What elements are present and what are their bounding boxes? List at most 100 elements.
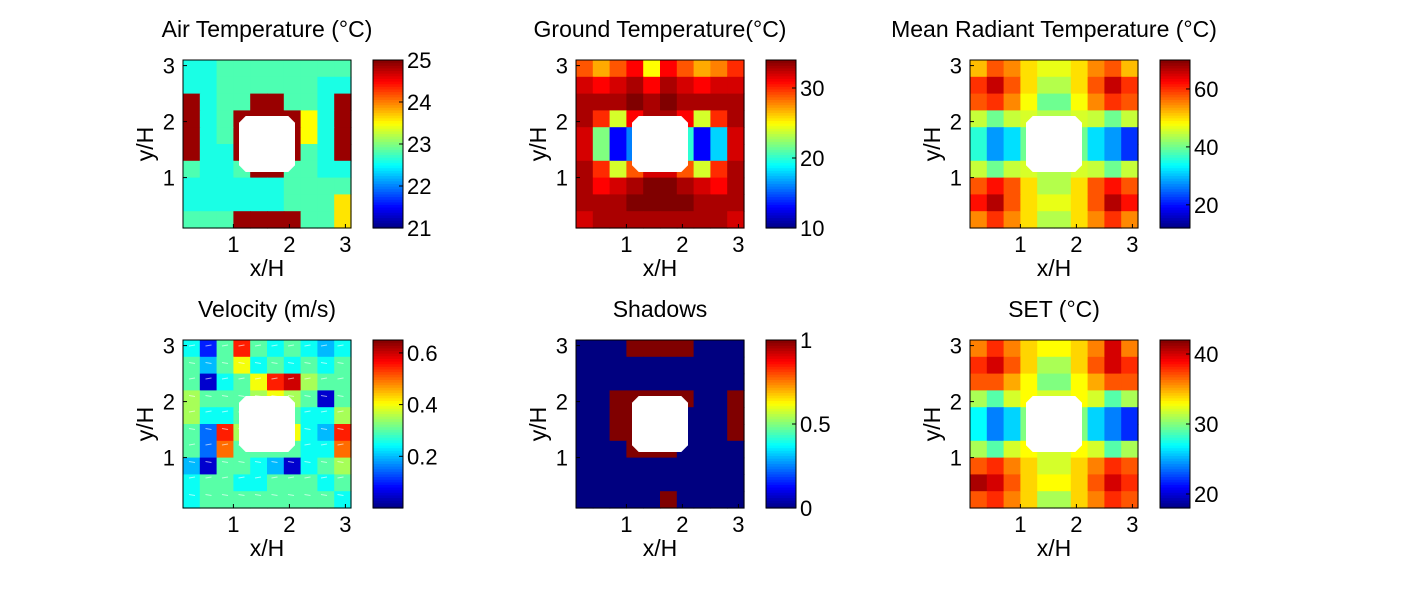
- heatmap-cell: [693, 110, 711, 128]
- colorbar-segment: [1160, 136, 1190, 140]
- heatmap-cell: [1070, 177, 1089, 195]
- y-axis-label: y/H: [132, 407, 158, 442]
- colorbar-segment: [1160, 65, 1190, 69]
- heatmap-cell: [199, 491, 218, 509]
- heatmap-cell: [283, 177, 302, 195]
- colorbar-segment: [1160, 397, 1190, 401]
- heatmap-cell: [283, 457, 302, 475]
- colorbar-segment: [373, 188, 403, 192]
- heatmap-cell: [1070, 373, 1089, 391]
- colorbar-segment: [373, 429, 403, 433]
- heatmap-cell: [660, 457, 678, 475]
- heatmap-cell: [693, 356, 711, 375]
- colorbar-segment: [1160, 382, 1190, 386]
- heatmap-cell: [710, 424, 728, 442]
- colorbar-segment: [373, 170, 403, 174]
- colorbar-segment: [1160, 384, 1190, 388]
- colorbar-segment: [1160, 434, 1190, 438]
- colorbar-tick-label: 20: [800, 146, 824, 171]
- heatmap-cell: [1037, 474, 1055, 492]
- heatmap-cell: [1003, 491, 1021, 509]
- heatmap-cell: [1104, 474, 1122, 492]
- heatmap-cell: [1121, 340, 1139, 358]
- colorbar-segment: [1160, 379, 1190, 383]
- heatmap-cell: [626, 474, 644, 492]
- heatmap-cell: [727, 160, 745, 179]
- colorbar-segment: [1160, 376, 1190, 380]
- velocity-vector: [188, 344, 196, 347]
- heatmap-cell: [986, 60, 1005, 78]
- x-tick-label: 1: [1014, 512, 1026, 537]
- heatmap-cell: [609, 76, 627, 95]
- heatmap-cell: [609, 144, 627, 162]
- x-tick-label: 1: [227, 512, 239, 537]
- heatmap-cell: [1037, 93, 1055, 111]
- heatmap-cell: [727, 474, 745, 492]
- colorbar-segment: [1160, 413, 1190, 417]
- heatmap-cell: [970, 340, 988, 358]
- heatmap-cell: [1070, 76, 1089, 95]
- heatmap-cell: [609, 440, 627, 459]
- colorbar-frame: [765, 59, 797, 229]
- x-tick-label: 2: [1070, 232, 1082, 257]
- colorbar-segment: [766, 75, 796, 79]
- heatmap-cell: [267, 356, 285, 375]
- colorbar-segment: [1160, 115, 1190, 119]
- heatmap-cell: [233, 60, 251, 78]
- heatmap-cell: [334, 407, 352, 425]
- heatmap-cell: [183, 457, 201, 475]
- x-axis-label: x/H: [250, 255, 285, 281]
- heatmap-cell: [1087, 474, 1105, 492]
- heatmap-cell: [250, 211, 268, 229]
- velocity-vector: [320, 410, 328, 413]
- colorbar-segment: [373, 167, 403, 171]
- colorbar-segment: [766, 384, 796, 388]
- x-tick-label: 2: [676, 232, 688, 257]
- colorbar-segment: [1160, 149, 1190, 153]
- colorbar-segment: [766, 207, 796, 211]
- colorbar-segment: [373, 146, 403, 150]
- colorbar-segment: [1160, 157, 1190, 161]
- velocity-vector: [304, 443, 311, 446]
- colorbar-segment: [1160, 424, 1190, 428]
- heatmap-cell: [1003, 407, 1021, 425]
- velocity-vector: [238, 494, 245, 496]
- heatmap-cell: [1020, 194, 1038, 212]
- colorbar-segment: [1160, 102, 1190, 106]
- heatmap-cell: [1070, 457, 1089, 475]
- colorbar-segment: [766, 382, 796, 386]
- heatmap-cell: [199, 440, 218, 459]
- heatmap-cell: [970, 177, 988, 195]
- velocity-vector: [221, 476, 229, 479]
- heatmap-cell: [216, 373, 234, 391]
- heatmap-cell: [1020, 177, 1038, 195]
- heatmap-cell: [693, 160, 711, 179]
- colorbar-segment: [766, 130, 796, 135]
- heatmap-cell: [300, 177, 318, 195]
- heatmap-cell: [1087, 76, 1105, 95]
- heatmap-cell: [986, 127, 1005, 145]
- heatmap-cell: [317, 160, 335, 179]
- heatmap-cell: [267, 177, 285, 195]
- heatmap-cell: [986, 93, 1005, 111]
- colorbar-segment: [766, 91, 796, 95]
- heatmap-cell: [283, 356, 302, 375]
- colorbar-segment: [1160, 186, 1190, 190]
- heatmap-cell: [216, 457, 234, 475]
- heatmap-cell: [300, 110, 318, 128]
- colorbar-segment: [373, 387, 403, 391]
- heatmap-cell: [183, 356, 201, 375]
- heatmap-cell: [1087, 424, 1105, 442]
- colorbar-segment: [1160, 452, 1190, 457]
- colorbar-segment: [1160, 172, 1190, 177]
- velocity-vector: [254, 494, 262, 496]
- colorbar-segment: [1160, 112, 1190, 116]
- x-tick-label: 3: [339, 512, 351, 537]
- heatmap-cell: [1087, 194, 1105, 212]
- colorbar-segment: [1160, 88, 1190, 93]
- heatmap-cell: [250, 194, 268, 212]
- velocity-vector: [188, 443, 196, 446]
- velocity-vector: [287, 377, 295, 380]
